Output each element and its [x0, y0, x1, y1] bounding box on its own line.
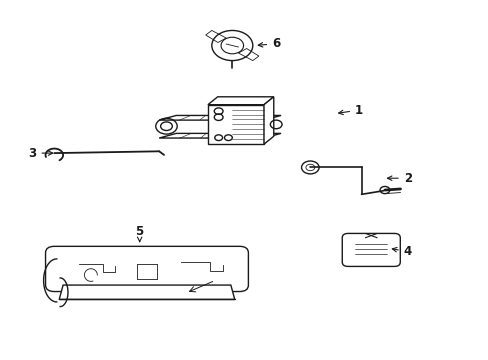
Polygon shape [59, 285, 234, 300]
FancyBboxPatch shape [45, 246, 248, 292]
Text: 2: 2 [386, 172, 411, 185]
Text: 6: 6 [258, 37, 280, 50]
Text: 4: 4 [391, 245, 411, 258]
Polygon shape [264, 97, 273, 144]
Text: 3: 3 [28, 147, 53, 159]
Polygon shape [207, 97, 273, 105]
Text: 1: 1 [338, 104, 363, 117]
Text: 5: 5 [135, 225, 143, 242]
Polygon shape [207, 105, 264, 144]
FancyBboxPatch shape [342, 233, 400, 266]
